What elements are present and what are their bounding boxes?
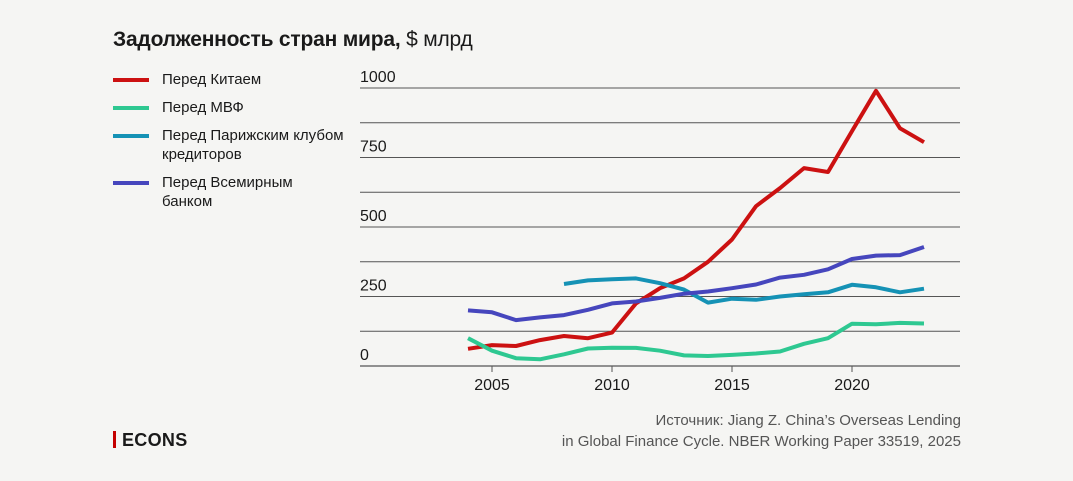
legend-label-wb: Перед Всемирным банком [162,174,293,210]
legend-item-paris: Перед Парижским клубом кредиторов [113,126,352,164]
logo-text: ECONS [122,430,188,450]
y-tick-label: 1000 [360,69,396,86]
econs-logo: ECONS [113,430,188,451]
x-tick-label: 2005 [474,377,510,394]
x-tick-label: 2010 [594,377,630,394]
legend-swatch-paris [113,134,149,138]
y-tick-label: 250 [360,278,387,295]
series-line-paris [563,276,925,305]
x-tick-label: 2020 [834,377,870,394]
legend-label-imf: Перед МВФ [162,99,244,116]
legend-swatch-imf [113,106,149,110]
legend-label-china: Перед Китаем [162,71,262,88]
legend-item-imf: Перед МВФ [113,98,353,117]
series-line-china [467,88,926,351]
chart-title-unit: $ млрд [400,28,473,51]
source-line-2: in Global Finance Cycle. NBER Working Pa… [561,433,961,450]
chart-title-main: Задолженность стран мира, [113,28,401,51]
legend: Перед Китаем Перед МВФ Перед Парижским к… [113,70,353,220]
legend-swatch-wb [113,181,149,185]
series-line-wb [467,245,925,323]
x-tick-label: 2015 [714,377,750,394]
legend-item-wb: Перед Всемирным банком [113,173,342,211]
y-tick-label: 500 [360,208,387,225]
y-tick-label: 750 [360,139,387,156]
y-tick-label: 0 [360,347,369,364]
chart-title: Задолженность стран мира, $ млрд [113,28,473,52]
source-line-1: Источник: Jiang Z. China’s Overseas Lend… [655,412,961,429]
legend-label-paris: Перед Парижским клубом кредиторов [162,127,344,163]
series-line-imf [467,320,925,362]
legend-swatch-china [113,78,149,82]
source-note: Источник: Jiang Z. China’s Overseas Lend… [562,410,961,452]
logo-accent-bar [113,431,116,448]
legend-item-china: Перед Китаем [113,70,353,89]
